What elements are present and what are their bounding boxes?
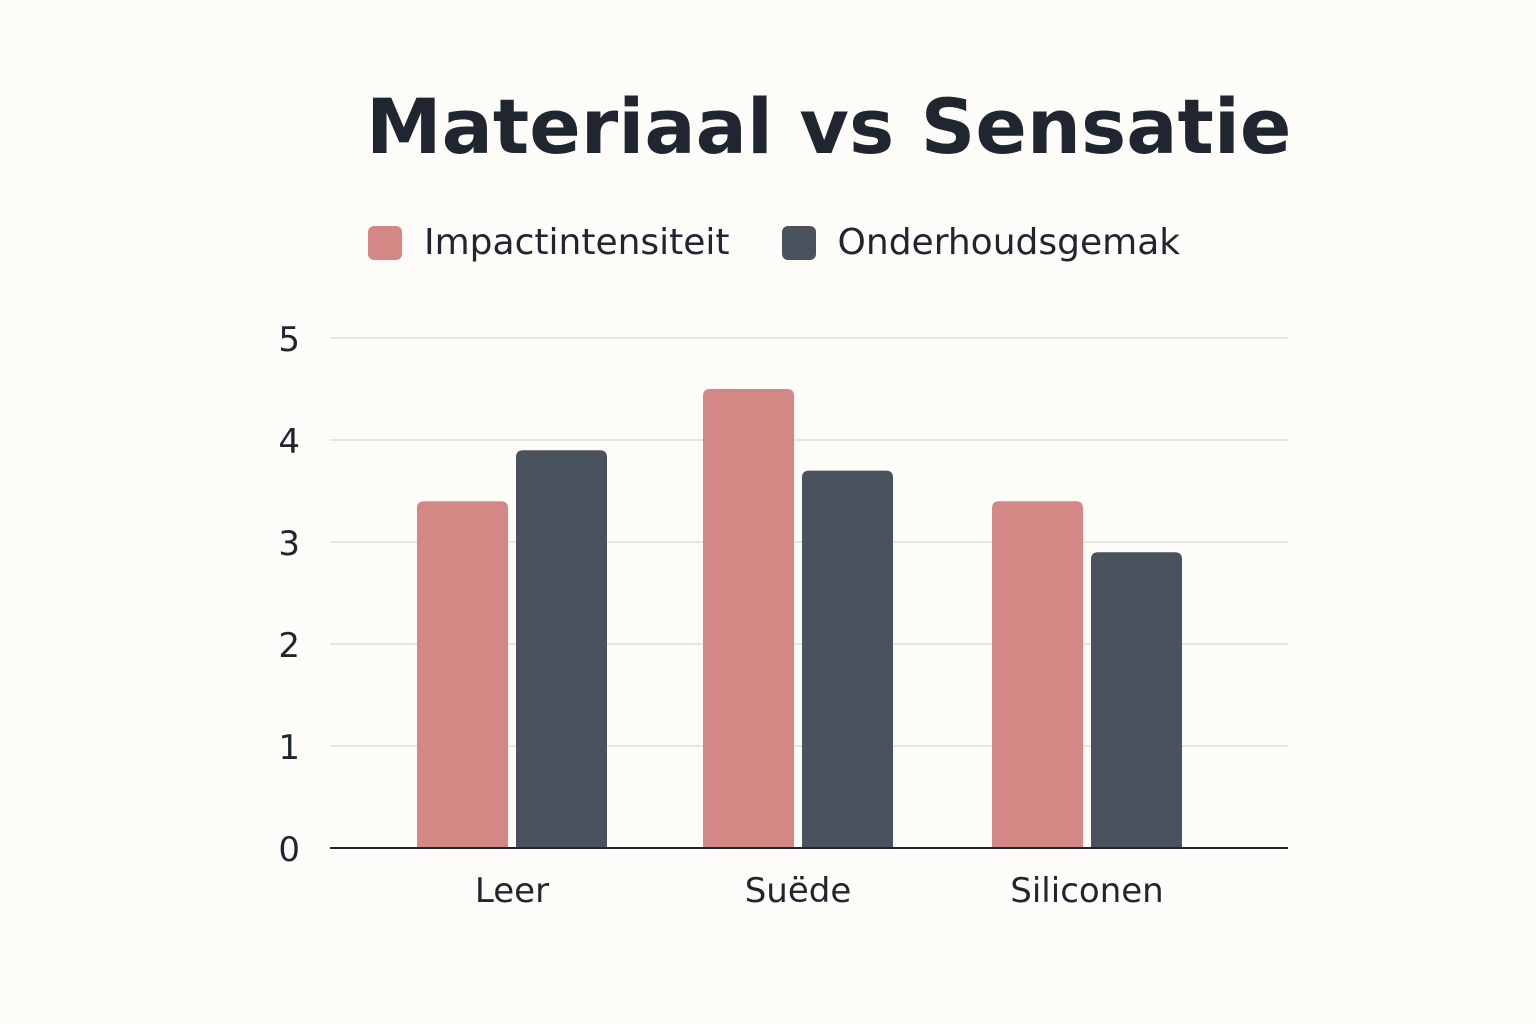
y-tick-label: 3: [278, 524, 300, 564]
bar-impactintensiteit-2: [992, 501, 1083, 848]
bar-onderhoudsgemak-0: [516, 450, 607, 848]
x-tick-label: Leer: [475, 871, 549, 911]
legend: Impactintensiteit Onderhoudsgemak: [368, 222, 1232, 263]
bar-onderhoudsgemak-2: [1091, 552, 1182, 848]
legend-item-impactintensiteit: Impactintensiteit: [368, 222, 730, 263]
bar-impactintensiteit-1: [703, 389, 794, 848]
legend-swatch: [368, 225, 402, 260]
legend-swatch: [781, 225, 816, 260]
bar-onderhoudsgemak-1: [802, 470, 893, 848]
x-tick-label: Siliconen: [1010, 871, 1163, 911]
bar-impactintensiteit-0: [417, 501, 508, 848]
y-tick-label: 1: [278, 728, 300, 768]
y-tick-label: 5: [278, 320, 300, 360]
y-tick-label: 4: [278, 422, 300, 462]
legend-label: Onderhoudsgemak: [837, 222, 1181, 263]
y-tick-label: 2: [278, 626, 300, 666]
y-tick-label: 0: [278, 830, 300, 870]
x-tick-label: Suëde: [745, 871, 852, 911]
legend-label: Impactintensiteit: [424, 222, 730, 263]
chart-title: Materiaal vs Sensatie: [366, 82, 1292, 171]
legend-item-onderhoudsgemak: Onderhoudsgemak: [781, 222, 1181, 263]
